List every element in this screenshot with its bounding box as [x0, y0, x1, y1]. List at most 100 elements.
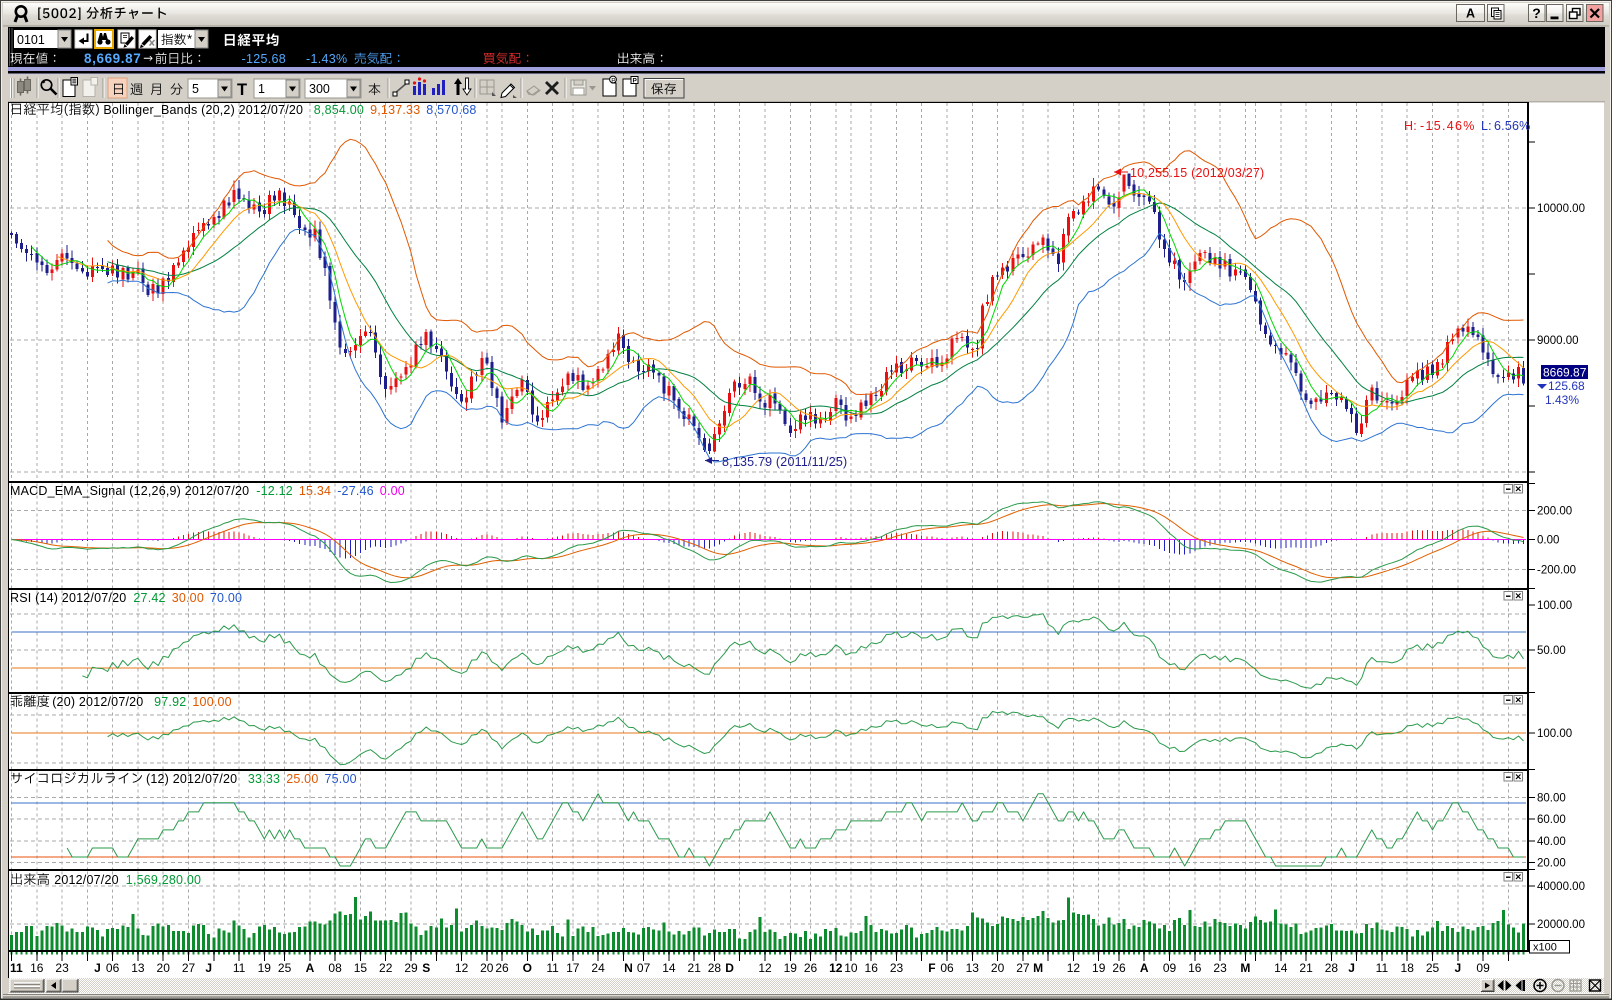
svg-text:12: 12 — [455, 961, 469, 975]
svg-text:23: 23 — [1213, 961, 1227, 975]
svg-text:22: 22 — [379, 961, 393, 975]
svg-text:19: 19 — [1092, 961, 1106, 975]
svg-text:14: 14 — [1274, 961, 1288, 975]
svg-text:09: 09 — [1476, 961, 1490, 975]
svg-text:P: P — [611, 77, 615, 84]
svg-text:1,569,280.00: 1,569,280.00 — [126, 873, 201, 887]
svg-text:200.00: 200.00 — [1537, 506, 1572, 518]
svg-text:33.33: 33.33 — [248, 772, 280, 786]
svg-text:13: 13 — [131, 961, 145, 975]
svg-text:27: 27 — [182, 961, 196, 975]
svg-text:(20) 2012/07/20: (20) 2012/07/20 — [52, 695, 143, 709]
svg-text:28: 28 — [1325, 961, 1339, 975]
svg-text:100.00: 100.00 — [192, 695, 231, 709]
svg-text:20: 20 — [480, 961, 494, 975]
svg-text:L:: L: — [1481, 119, 1492, 133]
svg-text:20.00: 20.00 — [1537, 857, 1566, 869]
svg-text:16: 16 — [30, 961, 44, 975]
svg-text:x100: x100 — [1533, 942, 1557, 954]
svg-text:06: 06 — [106, 961, 120, 975]
svg-text:70.00: 70.00 — [210, 591, 242, 605]
svg-text:18: 18 — [1401, 961, 1415, 975]
svg-text:F: F — [928, 961, 935, 975]
svg-text:28: 28 — [708, 961, 722, 975]
svg-text:0.00: 0.00 — [380, 484, 405, 498]
svg-text:125.68: 125.68 — [1548, 379, 1585, 393]
svg-text:A: A — [306, 961, 315, 975]
svg-text:-12.12: -12.12 — [256, 484, 293, 498]
svg-text:25: 25 — [278, 961, 292, 975]
svg-text:-200.00: -200.00 — [1537, 565, 1576, 577]
svg-text:25: 25 — [1426, 961, 1440, 975]
svg-text:A: A — [1140, 961, 1149, 975]
svg-text:5: 5 — [192, 82, 199, 96]
svg-text:-1.43%: -1.43% — [306, 52, 347, 66]
svg-text:26: 26 — [495, 961, 509, 975]
svg-text:(12) 2012/07/20: (12) 2012/07/20 — [146, 772, 237, 786]
svg-text:23: 23 — [55, 961, 69, 975]
svg-text:T: T — [237, 81, 247, 99]
svg-text:15.34: 15.34 — [299, 484, 331, 498]
svg-text:8,135.79 (2011/11/25): 8,135.79 (2011/11/25) — [722, 455, 847, 469]
svg-text:16: 16 — [865, 961, 879, 975]
svg-text:11: 11 — [546, 961, 559, 975]
svg-text:8,854.00: 8,854.00 — [314, 103, 364, 117]
svg-text:17: 17 — [566, 961, 580, 975]
svg-text:80.00: 80.00 — [1537, 792, 1566, 804]
svg-text:D: D — [725, 961, 734, 975]
svg-text:100.00: 100.00 — [1537, 600, 1572, 612]
svg-text:06: 06 — [940, 961, 954, 975]
svg-text:M: M — [1033, 961, 1043, 975]
svg-text:20000.00: 20000.00 — [1537, 919, 1585, 931]
svg-text:19: 19 — [784, 961, 798, 975]
svg-text:2012/07/20: 2012/07/20 — [54, 873, 119, 887]
svg-text:13: 13 — [966, 961, 980, 975]
svg-text:-15.46%: -15.46% — [1420, 119, 1476, 133]
svg-text:11: 11 — [1376, 961, 1389, 975]
svg-text:A: A — [1466, 7, 1475, 21]
svg-text:O: O — [523, 961, 532, 975]
svg-text:1: 1 — [258, 82, 265, 96]
svg-text:29: 29 — [404, 961, 418, 975]
svg-text:300: 300 — [309, 82, 330, 96]
svg-text:P: P — [633, 77, 638, 84]
svg-text:?: ? — [1532, 5, 1541, 21]
svg-text:26: 26 — [1112, 961, 1126, 975]
svg-text:N: N — [624, 961, 633, 975]
svg-text:100.00: 100.00 — [1537, 728, 1572, 740]
svg-text:12: 12 — [829, 961, 843, 975]
svg-text:21: 21 — [1299, 961, 1313, 975]
svg-text:27: 27 — [1016, 961, 1030, 975]
svg-text:10,255.15 (2012/03/27): 10,255.15 (2012/03/27) — [1130, 166, 1264, 180]
svg-text:S: S — [422, 961, 430, 975]
svg-text:10000.00: 10000.00 — [1537, 203, 1585, 215]
svg-text:20: 20 — [991, 961, 1005, 975]
svg-text:26: 26 — [804, 961, 818, 975]
svg-text:J: J — [94, 961, 101, 975]
svg-text:14: 14 — [662, 961, 676, 975]
svg-text:8669.87: 8669.87 — [1543, 366, 1587, 380]
svg-text:20: 20 — [157, 961, 171, 975]
svg-text:15: 15 — [354, 961, 368, 975]
svg-text:19: 19 — [258, 961, 272, 975]
svg-text:11: 11 — [233, 961, 246, 975]
svg-text:0.00: 0.00 — [1537, 535, 1559, 547]
svg-text:09: 09 — [1163, 961, 1177, 975]
svg-text:8,570.68: 8,570.68 — [426, 103, 476, 117]
svg-text:H:: H: — [1404, 119, 1417, 133]
svg-text:25.00: 25.00 — [286, 772, 318, 786]
svg-text:J: J — [1454, 961, 1461, 975]
svg-text:J: J — [1348, 961, 1355, 975]
svg-text:6.56%: 6.56% — [1494, 119, 1530, 133]
svg-text:12: 12 — [758, 961, 772, 975]
svg-text:40.00: 40.00 — [1537, 836, 1566, 848]
svg-text:07: 07 — [637, 961, 651, 975]
svg-text:97.92: 97.92 — [154, 695, 186, 709]
svg-text:0101: 0101 — [17, 33, 45, 47]
svg-text:8,669.87: 8,669.87 — [84, 51, 141, 66]
svg-text:MACD_EMA_Signal (12,26,9) 2012: MACD_EMA_Signal (12,26,9) 2012/07/20 — [10, 484, 249, 498]
svg-text:11: 11 — [10, 961, 23, 975]
svg-text:75.00: 75.00 — [325, 772, 357, 786]
svg-text:-125.68: -125.68 — [242, 52, 287, 66]
svg-text:23: 23 — [890, 961, 904, 975]
